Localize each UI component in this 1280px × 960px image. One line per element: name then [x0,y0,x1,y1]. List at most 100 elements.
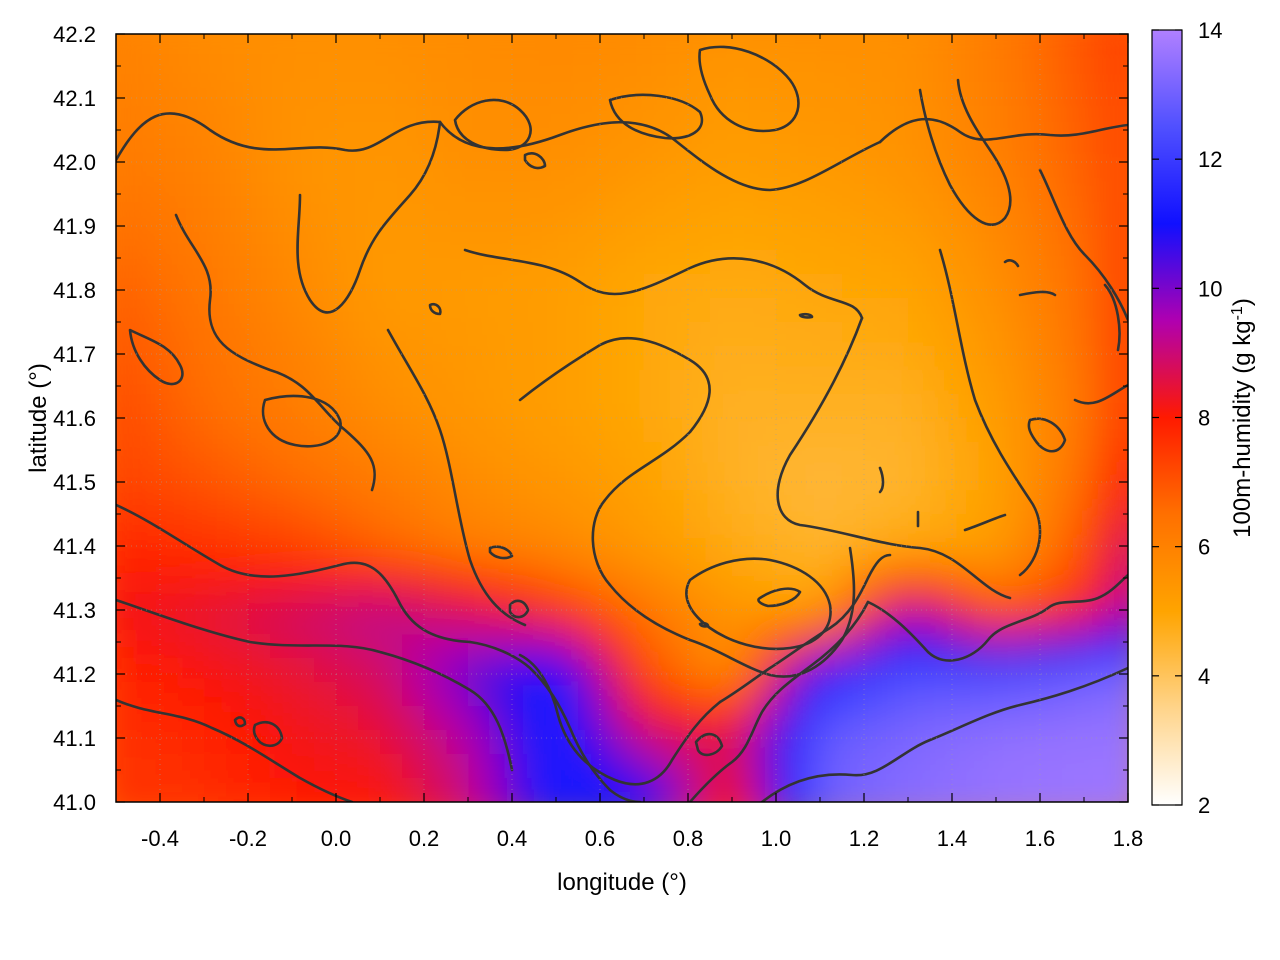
heatmap-cell [424,274,447,299]
heatmap-cell [974,346,997,371]
heatmap-cell [908,202,931,227]
heatmap-cell [226,202,249,227]
heatmap-cell [776,106,799,131]
heatmap-cell [666,706,689,731]
heatmap-cell [776,754,799,779]
heatmap-cell [512,586,535,611]
heatmap-cell [710,346,733,371]
heatmap-cell [182,682,205,707]
heatmap-cell [952,466,975,491]
heatmap-cell [952,34,975,59]
heatmap-cell [864,250,887,275]
heatmap-cell [688,418,711,443]
heatmap-cell [490,370,513,395]
heatmap-cell [930,202,953,227]
heatmap-cell [1128,394,1151,419]
heatmap-cell [512,82,535,107]
heatmap-cell [908,226,931,251]
heatmap-cell [314,154,337,179]
contour-line [685,557,832,651]
heatmap-cell [204,442,227,467]
heatmap-cell [116,154,139,179]
heatmap-cell [556,154,579,179]
heatmap-cell [490,154,513,179]
heatmap-cell [402,562,425,587]
heatmap-cell [1018,778,1041,802]
heatmap-cell [842,802,865,827]
heatmap-cell [204,754,227,779]
heatmap-cell [204,634,227,659]
heatmap-cell [424,730,447,755]
heatmap-cell [864,802,887,827]
heatmap-cell [446,298,469,323]
heatmap-cell [1018,202,1041,227]
heatmap-cell [116,586,117,611]
heatmap-cell [534,34,557,59]
heatmap-cell [402,226,425,251]
heatmap-cell [182,466,205,491]
heatmap-cell [886,274,909,299]
heatmap-cell [600,322,623,347]
heatmap-cell [204,346,227,371]
heatmap-cell [182,658,205,683]
heatmap-cell [160,346,183,371]
heatmap-cell [336,562,359,587]
heatmap-cell [446,250,469,275]
heatmap-cell [424,778,447,802]
heatmap-cell [1018,226,1041,251]
heatmap-cell [974,178,997,203]
heatmap-cell [622,394,645,419]
heatmap-cell [512,706,535,731]
heatmap-cell [468,466,491,491]
heatmap-cell [688,538,711,563]
heatmap-cell [1084,466,1107,491]
heatmap-cell [732,58,755,83]
heatmap-cell [116,322,117,347]
heatmap-cell [1128,226,1151,251]
contour-line [918,78,1012,226]
heatmap-cell [424,634,447,659]
heatmap-cell [930,610,953,635]
heatmap-cell [666,802,689,827]
heatmap-cell [798,82,821,107]
heatmap-cell [1040,682,1063,707]
heatmap-cell [974,706,997,731]
heatmap-cell [754,370,777,395]
heatmap-cell [1084,754,1107,779]
y-tick-label: 41.7 [53,342,96,367]
heatmap-cell [930,394,953,419]
heatmap-cell [1062,706,1085,731]
heatmap-cell [1128,346,1151,371]
heatmap-cell [1084,658,1107,683]
heatmap-cell [1128,370,1151,395]
contour-line [688,600,870,802]
heatmap-cell [292,154,315,179]
heatmap-cell [622,298,645,323]
heatmap-cell [798,130,821,155]
heatmap-cell [138,202,161,227]
heatmap-cell [116,778,117,802]
heatmap-cell [446,418,469,443]
heatmap-cell [380,82,403,107]
heatmap-cell [754,442,777,467]
heatmap-cell [710,298,733,323]
heatmap-cell [1062,154,1085,179]
heatmap-cell [380,778,403,802]
heatmap-cell [138,754,161,779]
heatmap-cell [798,34,821,35]
heatmap-cell [578,34,601,59]
heatmap-cell [160,274,183,299]
heatmap-cell [754,58,777,83]
heatmap-cell [1106,322,1128,347]
heatmap-cell [182,370,205,395]
heatmap-cell [754,418,777,443]
heatmap-cell [710,34,733,35]
heatmap-cell [380,754,403,779]
heatmap-cell [842,130,865,155]
heatmap-cell [710,778,733,802]
heatmap-cell [908,706,931,731]
heatmap-cell [930,250,953,275]
heatmap-cell [226,154,249,179]
heatmap-cell [512,34,535,59]
heatmap-cell [226,58,249,83]
